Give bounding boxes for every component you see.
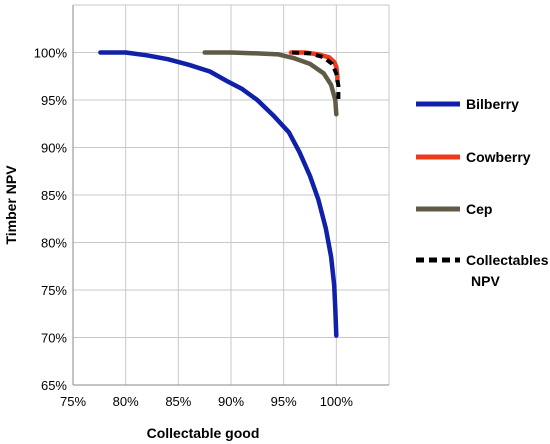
series-line-1 [98,50,339,338]
y-tick-label: 80% [41,236,67,251]
y-tick-labels: 65% 70% 75% 80% 85% 90% 95% 100% [34,46,68,394]
x-tick-label: 85% [165,394,191,409]
x-tick-label: 80% [113,394,139,409]
x-axis-title: Collectable good [147,425,260,441]
y-tick-label: 90% [41,141,67,156]
grid [72,4,390,386]
y-tick-label: 95% [41,93,67,108]
legend-label-4: Collectables NPV [466,252,549,289]
x-tick-labels: 75% 80% 85% 90% 95% 100% [60,394,353,409]
legend-label-3: Cep [466,201,492,217]
x-tick-label: 95% [271,394,297,409]
x-tick-label: 100% [320,394,354,409]
y-tick-label: 75% [41,283,67,298]
y-tick-label: 85% [41,188,67,203]
legend-label-2: Cowberry [466,149,531,165]
series-lines [98,50,341,338]
y-tick-label: 100% [34,46,68,61]
x-tick-label: 90% [218,394,244,409]
legend: Bilberry Cowberry Cep Collectables NPV [416,96,549,289]
axes [72,5,389,386]
series-line-3 [202,50,339,117]
x-tick-label: 75% [60,394,86,409]
legend-label-1: Bilberry [466,96,519,112]
y-axis-title: Timber NPV [3,165,19,245]
series-line-4 [291,50,341,102]
y-tick-label: 65% [41,378,67,393]
y-tick-label: 70% [41,331,67,346]
